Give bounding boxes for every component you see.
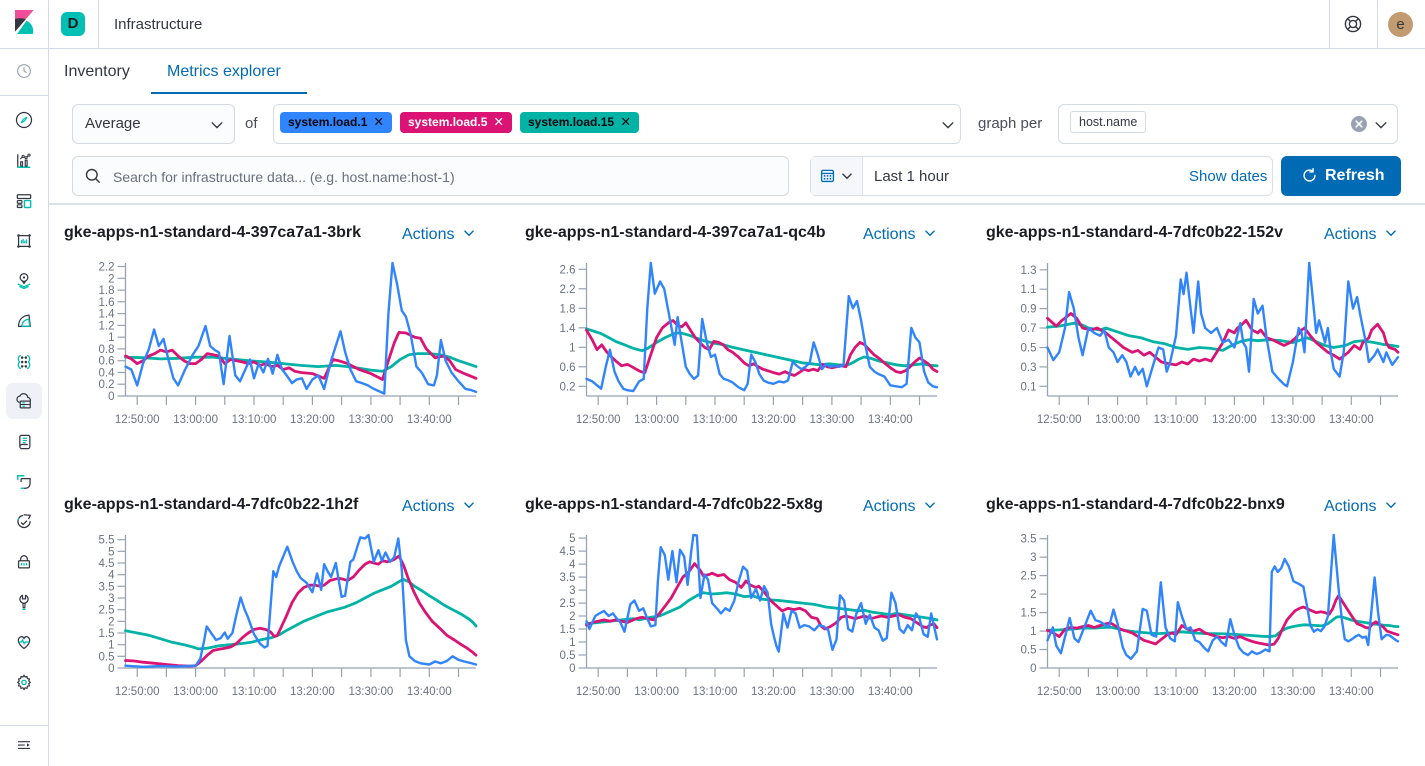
svg-text:1.8: 1.8 (99, 285, 115, 297)
svg-text:1: 1 (569, 342, 575, 354)
svg-text:12:50:00: 12:50:00 (576, 686, 621, 698)
svg-text:13:40:00: 13:40:00 (868, 414, 913, 426)
svg-text:1.3: 1.3 (1021, 265, 1037, 277)
svg-text:4.5: 4.5 (99, 558, 115, 570)
svg-text:13:30:00: 13:30:00 (349, 686, 394, 698)
svg-text:5: 5 (569, 533, 575, 545)
svg-text:12:50:00: 12:50:00 (1037, 686, 1082, 698)
svg-text:2.2: 2.2 (560, 284, 576, 296)
svg-text:4: 4 (569, 559, 576, 571)
svg-text:1.4: 1.4 (560, 323, 577, 335)
svg-text:13:00:00: 13:00:00 (1095, 686, 1140, 698)
svg-text:12:50:00: 12:50:00 (1037, 414, 1082, 426)
svg-text:1.8: 1.8 (560, 303, 576, 315)
svg-text:1.4: 1.4 (99, 309, 116, 321)
svg-text:13:40:00: 13:40:00 (407, 414, 452, 426)
svg-text:3.5: 3.5 (1021, 534, 1037, 546)
svg-text:2.6: 2.6 (560, 264, 576, 276)
svg-text:13:40:00: 13:40:00 (868, 686, 913, 698)
svg-text:13:10:00: 13:10:00 (693, 414, 738, 426)
svg-text:1: 1 (108, 332, 114, 344)
svg-text:1.6: 1.6 (99, 297, 115, 309)
svg-text:1.2: 1.2 (99, 320, 115, 332)
svg-text:0.5: 0.5 (99, 651, 115, 663)
svg-text:3: 3 (108, 593, 114, 605)
svg-text:0.5: 0.5 (560, 650, 576, 662)
svg-text:0.8: 0.8 (99, 344, 115, 356)
svg-text:13:30:00: 13:30:00 (810, 414, 855, 426)
svg-text:13:00:00: 13:00:00 (634, 414, 679, 426)
svg-text:0: 0 (108, 663, 114, 675)
svg-text:13:20:00: 13:20:00 (751, 414, 796, 426)
svg-text:13:30:00: 13:30:00 (349, 414, 394, 426)
svg-text:0.9: 0.9 (1021, 304, 1037, 316)
svg-text:3.5: 3.5 (560, 572, 576, 584)
svg-text:13:00:00: 13:00:00 (1095, 414, 1140, 426)
svg-text:0: 0 (1030, 663, 1036, 675)
svg-text:1.1: 1.1 (1021, 284, 1037, 296)
svg-text:13:10:00: 13:10:00 (693, 686, 738, 698)
svg-text:13:30:00: 13:30:00 (1271, 414, 1316, 426)
svg-text:2: 2 (108, 273, 114, 285)
svg-text:12:50:00: 12:50:00 (115, 686, 160, 698)
svg-text:13:10:00: 13:10:00 (1154, 414, 1199, 426)
svg-text:4.5: 4.5 (560, 546, 576, 558)
svg-text:3: 3 (1030, 552, 1036, 564)
svg-text:0.3: 0.3 (1021, 362, 1037, 374)
svg-text:13:10:00: 13:10:00 (232, 686, 277, 698)
svg-text:13:30:00: 13:30:00 (1271, 686, 1316, 698)
svg-text:13:00:00: 13:00:00 (634, 686, 679, 698)
svg-text:13:20:00: 13:20:00 (1212, 686, 1257, 698)
svg-text:0.1: 0.1 (1021, 381, 1037, 393)
svg-text:13:00:00: 13:00:00 (173, 686, 218, 698)
svg-text:13:20:00: 13:20:00 (290, 414, 335, 426)
svg-text:13:10:00: 13:10:00 (232, 414, 277, 426)
svg-text:1.5: 1.5 (560, 624, 576, 636)
svg-text:13:20:00: 13:20:00 (1212, 414, 1257, 426)
svg-text:13:10:00: 13:10:00 (1154, 686, 1199, 698)
svg-text:3.5: 3.5 (99, 581, 115, 593)
svg-text:13:40:00: 13:40:00 (407, 686, 452, 698)
svg-text:0: 0 (569, 663, 575, 675)
svg-text:1: 1 (1030, 626, 1036, 638)
svg-text:2.5: 2.5 (560, 598, 576, 610)
svg-text:1.5: 1.5 (1021, 608, 1037, 620)
svg-text:2: 2 (1030, 589, 1036, 601)
svg-text:13:30:00: 13:30:00 (810, 686, 855, 698)
svg-text:0.2: 0.2 (99, 379, 115, 391)
svg-text:13:00:00: 13:00:00 (173, 414, 218, 426)
svg-text:5: 5 (108, 546, 114, 558)
svg-text:2.2: 2.2 (99, 262, 115, 274)
svg-text:0: 0 (108, 391, 114, 403)
svg-text:3: 3 (569, 585, 575, 597)
svg-text:13:40:00: 13:40:00 (1329, 414, 1374, 426)
svg-text:13:20:00: 13:20:00 (290, 686, 335, 698)
svg-text:2.5: 2.5 (1021, 571, 1037, 583)
svg-text:13:40:00: 13:40:00 (1329, 686, 1374, 698)
svg-text:1: 1 (108, 640, 114, 652)
svg-text:2: 2 (108, 616, 114, 628)
svg-text:0.2: 0.2 (560, 381, 576, 393)
svg-text:12:50:00: 12:50:00 (576, 414, 621, 426)
svg-text:2.5: 2.5 (99, 605, 115, 617)
svg-text:0.6: 0.6 (560, 362, 576, 374)
svg-text:0.5: 0.5 (1021, 343, 1037, 355)
svg-text:1: 1 (569, 637, 575, 649)
svg-text:5.5: 5.5 (99, 535, 115, 547)
svg-text:4: 4 (108, 570, 115, 582)
svg-text:0.4: 0.4 (99, 368, 116, 380)
svg-text:2: 2 (569, 611, 575, 623)
svg-text:12:50:00: 12:50:00 (115, 414, 160, 426)
svg-text:13:20:00: 13:20:00 (751, 686, 796, 698)
svg-text:0.7: 0.7 (1021, 323, 1037, 335)
svg-text:0.6: 0.6 (99, 356, 115, 368)
svg-text:0.5: 0.5 (1021, 645, 1037, 657)
svg-text:1.5: 1.5 (99, 628, 115, 640)
